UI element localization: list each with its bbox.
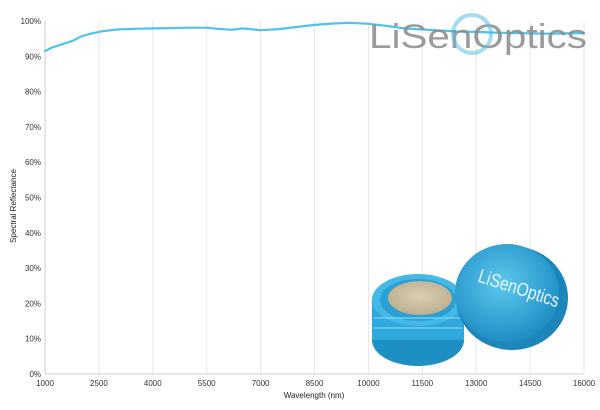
y-axis-title: Spectral Reflectance	[9, 169, 18, 243]
x-tick-label: 14500	[519, 379, 542, 388]
brand-accent-icon	[451, 13, 493, 55]
x-axis-title: Wavelength (nm)	[284, 391, 345, 400]
y-tick-label: 30%	[25, 264, 41, 273]
series-group	[43, 21, 586, 53]
brand-watermark-text: LiSenOptics	[369, 18, 587, 56]
y-tick-labels: 0% 10% 20% 30% 40% 50% 60% 70% 80% 90% 100%	[21, 17, 41, 379]
lid-icon	[455, 244, 559, 342]
series-line	[43, 21, 586, 53]
y-tick-label: 100%	[21, 17, 41, 26]
y-tick-label: 0%	[29, 370, 41, 379]
x-tick-label: 5500	[198, 379, 216, 388]
x-tick-label: 16000	[573, 379, 596, 388]
x-tick-label: 4000	[144, 379, 162, 388]
y-tick-label: 20%	[25, 299, 41, 308]
y-tick-label: 90%	[25, 52, 41, 61]
x-tick-label: 10000	[357, 379, 380, 388]
y-tick-label: 10%	[25, 335, 41, 344]
x-tick-label: 2500	[90, 379, 108, 388]
x-tick-label: 1000	[36, 379, 54, 388]
y-tick-label: 50%	[25, 194, 41, 203]
x-tick-label: 13000	[465, 379, 488, 388]
y-tick-label: 80%	[25, 88, 41, 97]
brand-watermark: LiSenOptics	[369, 13, 587, 56]
sample-disc	[388, 281, 452, 315]
x-tick-labels: 1000 2500 4000 5500 7000 8500 10000 11500 13000 1…	[36, 379, 596, 388]
x-tick-label: 7000	[252, 379, 270, 388]
x-tick-label: 8500	[306, 379, 324, 388]
y-tick-label: 70%	[25, 123, 41, 132]
axes	[44, 21, 584, 375]
grid-lines	[98, 21, 585, 374]
x-tick-label: 11500	[411, 379, 433, 388]
product-image: LiSenOptics	[372, 244, 568, 366]
y-tick-label: 40%	[25, 229, 41, 238]
y-tick-label: 60%	[25, 158, 41, 167]
